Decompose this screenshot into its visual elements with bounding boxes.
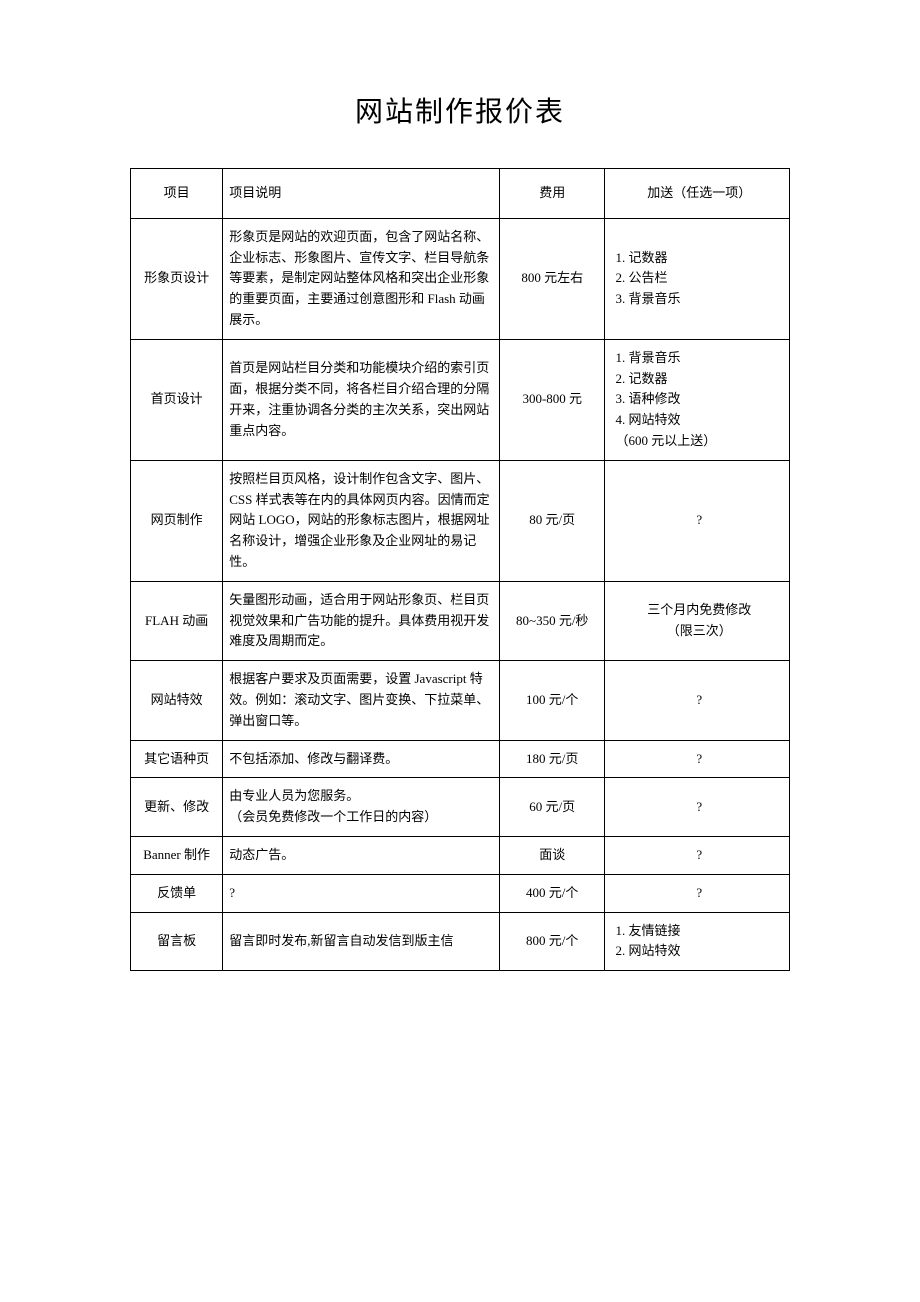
table-row: 其它语种页不包括添加、修改与翻译费。180 元/页? <box>131 740 790 778</box>
table-row: Banner 制作动态广告。面谈? <box>131 836 790 874</box>
cell-cost: 300-800 元 <box>500 339 605 460</box>
cell-project: 形象页设计 <box>131 218 223 339</box>
table-row: 首页设计首页是网站栏目分类和功能模块介绍的索引页面，根据分类不同，将各栏目介绍合… <box>131 339 790 460</box>
header-project: 项目 <box>131 169 223 219</box>
cell-cost: 80 元/页 <box>500 460 605 581</box>
cell-description: 由专业人员为您服务。 （会员免费修改一个工作日的内容） <box>223 778 500 837</box>
cell-cost: 180 元/页 <box>500 740 605 778</box>
cell-bonus: ? <box>605 874 790 912</box>
cell-description: 不包括添加、修改与翻译费。 <box>223 740 500 778</box>
cell-cost: 100 元/个 <box>500 661 605 740</box>
cell-cost: 60 元/页 <box>500 778 605 837</box>
table-row: 网页制作按照栏目页风格，设计制作包含文字、图片、CSS 样式表等在内的具体网页内… <box>131 460 790 581</box>
cell-cost: 400 元/个 <box>500 874 605 912</box>
cell-bonus: ? <box>605 740 790 778</box>
cell-bonus: 1. 友情链接 2. 网站特效 <box>605 912 790 971</box>
cell-description: 按照栏目页风格，设计制作包含文字、图片、CSS 样式表等在内的具体网页内容。因情… <box>223 460 500 581</box>
table-row: 网站特效根据客户要求及页面需要，设置 Javascript 特效。例如：滚动文字… <box>131 661 790 740</box>
table-row: 反馈单?400 元/个? <box>131 874 790 912</box>
cell-project: 首页设计 <box>131 339 223 460</box>
cell-bonus: ? <box>605 836 790 874</box>
cell-cost: 80~350 元/秒 <box>500 581 605 660</box>
table-row: FLAH 动画矢量图形动画，适合用于网站形象页、栏目页视觉效果和广告功能的提升。… <box>131 581 790 660</box>
cell-description: 留言即时发布,新留言自动发信到版主信 <box>223 912 500 971</box>
cell-project: FLAH 动画 <box>131 581 223 660</box>
cell-cost: 面谈 <box>500 836 605 874</box>
cell-description: 矢量图形动画，适合用于网站形象页、栏目页视觉效果和广告功能的提升。具体费用视开发… <box>223 581 500 660</box>
cell-project: 反馈单 <box>131 874 223 912</box>
cell-description: 形象页是网站的欢迎页面，包含了网站名称、企业标志、形象图片、宣传文字、栏目导航条… <box>223 218 500 339</box>
cell-bonus: 1. 记数器 2. 公告栏 3. 背景音乐 <box>605 218 790 339</box>
pricing-table: 项目 项目说明 费用 加送（任选一项） 形象页设计形象页是网站的欢迎页面，包含了… <box>130 168 790 971</box>
cell-description: 首页是网站栏目分类和功能模块介绍的索引页面，根据分类不同，将各栏目介绍合理的分隔… <box>223 339 500 460</box>
table-row: 形象页设计形象页是网站的欢迎页面，包含了网站名称、企业标志、形象图片、宣传文字、… <box>131 218 790 339</box>
cell-project: 更新、修改 <box>131 778 223 837</box>
cell-cost: 800 元/个 <box>500 912 605 971</box>
cell-project: Banner 制作 <box>131 836 223 874</box>
cell-description: 动态广告。 <box>223 836 500 874</box>
cell-project: 网页制作 <box>131 460 223 581</box>
table-row: 更新、修改由专业人员为您服务。 （会员免费修改一个工作日的内容）60 元/页? <box>131 778 790 837</box>
cell-bonus: ? <box>605 661 790 740</box>
cell-bonus: ? <box>605 460 790 581</box>
cell-project: 留言板 <box>131 912 223 971</box>
cell-description: 根据客户要求及页面需要，设置 Javascript 特效。例如：滚动文字、图片变… <box>223 661 500 740</box>
cell-project: 网站特效 <box>131 661 223 740</box>
cell-bonus: 1. 背景音乐 2. 记数器 3. 语种修改 4. 网站特效 （600 元以上送… <box>605 339 790 460</box>
table-header-row: 项目 项目说明 费用 加送（任选一项） <box>131 169 790 219</box>
cell-cost: 800 元左右 <box>500 218 605 339</box>
header-bonus: 加送（任选一项） <box>605 169 790 219</box>
cell-bonus: 三个月内免费修改 （限三次） <box>605 581 790 660</box>
header-cost: 费用 <box>500 169 605 219</box>
cell-project: 其它语种页 <box>131 740 223 778</box>
cell-bonus: ? <box>605 778 790 837</box>
table-row: 留言板留言即时发布,新留言自动发信到版主信800 元/个1. 友情链接 2. 网… <box>131 912 790 971</box>
page-title: 网站制作报价表 <box>130 90 790 130</box>
header-description: 项目说明 <box>223 169 500 219</box>
cell-description: ? <box>223 874 500 912</box>
